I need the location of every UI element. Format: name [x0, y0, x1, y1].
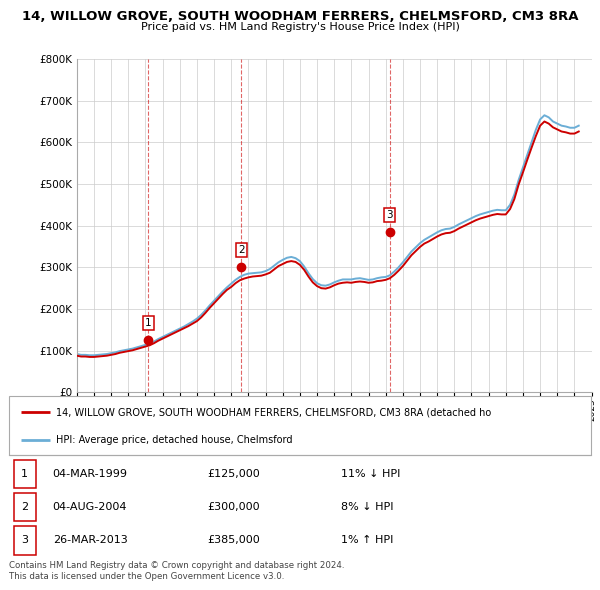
Text: 2: 2	[238, 245, 245, 255]
Text: 14, WILLOW GROVE, SOUTH WOODHAM FERRERS, CHELMSFORD, CM3 8RA: 14, WILLOW GROVE, SOUTH WOODHAM FERRERS,…	[22, 10, 578, 23]
Text: £125,000: £125,000	[207, 469, 260, 479]
Text: 3: 3	[386, 210, 393, 220]
Text: 1% ↑ HPI: 1% ↑ HPI	[341, 536, 393, 546]
Text: HPI: Average price, detached house, Chelmsford: HPI: Average price, detached house, Chel…	[56, 435, 292, 444]
Text: 1: 1	[21, 469, 28, 479]
Text: 04-MAR-1999: 04-MAR-1999	[53, 469, 128, 479]
Text: 26-MAR-2013: 26-MAR-2013	[53, 536, 127, 546]
Text: £385,000: £385,000	[207, 536, 260, 546]
Text: 04-AUG-2004: 04-AUG-2004	[53, 503, 127, 512]
FancyBboxPatch shape	[14, 526, 36, 555]
Text: 1: 1	[145, 318, 152, 328]
Text: This data is licensed under the Open Government Licence v3.0.: This data is licensed under the Open Gov…	[9, 572, 284, 581]
Text: 2: 2	[21, 503, 28, 512]
FancyBboxPatch shape	[14, 493, 36, 522]
Text: 8% ↓ HPI: 8% ↓ HPI	[341, 503, 393, 512]
Text: 14, WILLOW GROVE, SOUTH WOODHAM FERRERS, CHELMSFORD, CM3 8RA (detached ho: 14, WILLOW GROVE, SOUTH WOODHAM FERRERS,…	[56, 408, 491, 417]
Text: £300,000: £300,000	[207, 503, 260, 512]
Text: 11% ↓ HPI: 11% ↓ HPI	[341, 469, 400, 479]
FancyBboxPatch shape	[14, 460, 36, 489]
FancyBboxPatch shape	[9, 396, 591, 455]
Text: Contains HM Land Registry data © Crown copyright and database right 2024.: Contains HM Land Registry data © Crown c…	[9, 560, 344, 569]
Text: 3: 3	[21, 536, 28, 546]
Text: Price paid vs. HM Land Registry's House Price Index (HPI): Price paid vs. HM Land Registry's House …	[140, 22, 460, 32]
